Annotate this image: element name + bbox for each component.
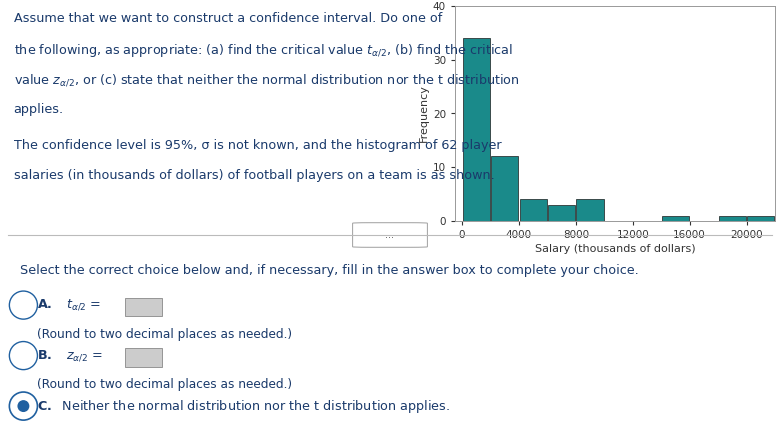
Text: $\mathbf{C.}$  Neither the normal distribution nor the t distribution applies.: $\mathbf{C.}$ Neither the normal distrib… bbox=[37, 398, 450, 415]
Text: ...: ... bbox=[385, 230, 395, 240]
Bar bbox=[576, 200, 604, 221]
Text: the following, as appropriate: (a) find the critical value $t_{\alpha/2}$, (b) f: the following, as appropriate: (a) find … bbox=[14, 43, 512, 59]
Text: value $z_{\alpha/2}$, or (c) state that neither the normal distribution nor the : value $z_{\alpha/2}$, or (c) state that … bbox=[14, 73, 519, 89]
X-axis label: Salary (thousands of dollars): Salary (thousands of dollars) bbox=[534, 244, 695, 254]
Text: salaries (in thousands of dollars) of football players on a team is as shown.: salaries (in thousands of dollars) of fo… bbox=[14, 170, 495, 182]
Y-axis label: Frequency: Frequency bbox=[419, 85, 429, 143]
FancyBboxPatch shape bbox=[125, 298, 162, 317]
Ellipse shape bbox=[17, 400, 30, 412]
Bar bbox=[718, 216, 746, 221]
Bar bbox=[519, 200, 547, 221]
FancyBboxPatch shape bbox=[125, 348, 162, 367]
Bar bbox=[491, 157, 519, 221]
Bar bbox=[747, 216, 775, 221]
Text: $\mathbf{B.}$   $z_{\alpha/2}$ =: $\mathbf{B.}$ $z_{\alpha/2}$ = bbox=[37, 348, 103, 363]
Text: $\mathbf{A.}$   $t_{\alpha/2}$ =: $\mathbf{A.}$ $t_{\alpha/2}$ = bbox=[37, 298, 101, 313]
Text: Assume that we want to construct a confidence interval. Do one of: Assume that we want to construct a confi… bbox=[14, 13, 442, 25]
Text: Select the correct choice below and, if necessary, fill in the answer box to com: Select the correct choice below and, if … bbox=[20, 264, 638, 277]
Bar bbox=[548, 205, 576, 221]
FancyBboxPatch shape bbox=[353, 223, 427, 247]
Text: (Round to two decimal places as needed.): (Round to two decimal places as needed.) bbox=[37, 327, 292, 341]
Text: applies.: applies. bbox=[14, 103, 64, 116]
Text: (Round to two decimal places as needed.): (Round to two decimal places as needed.) bbox=[37, 378, 292, 391]
Bar bbox=[661, 216, 689, 221]
Text: The confidence level is 95%, σ is not known, and the histogram of 62 player: The confidence level is 95%, σ is not kn… bbox=[14, 139, 502, 152]
Bar bbox=[463, 38, 490, 221]
